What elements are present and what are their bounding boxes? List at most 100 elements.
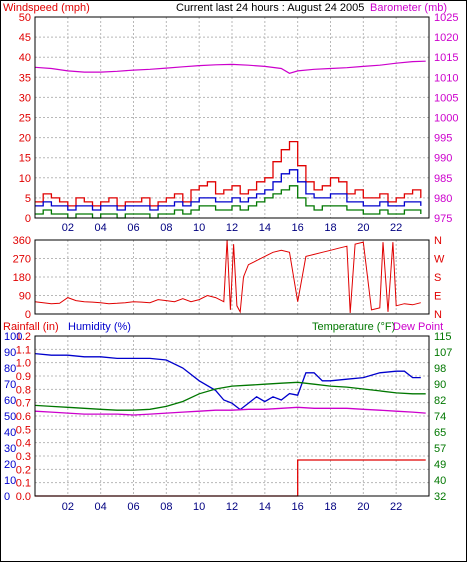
temperature-axis-label: Temperature (°F) [312,321,395,333]
barometer-tick-label: 1010 [434,72,458,84]
humidity-tick-label: 10 [4,475,16,487]
direction-panel-grid [35,240,429,314]
rainfall-series-line [35,459,426,497]
temperature-tick-label: 107 [434,347,452,359]
humidity-series-line [34,352,421,411]
chart-header-title: Current last 24 hours : August 24 2005 [176,2,364,14]
temperature-tick-label: 49 [434,459,446,471]
climate-x-tick-label: 22 [390,501,402,513]
wind-tick-label: 50 [19,12,31,24]
climate-panel-grid [35,336,429,496]
humidity-tick-label: 70 [4,379,16,391]
wind-panel-series [34,60,426,219]
rainfall-tick-label: 1.2 [16,331,31,343]
rainfall-tick-label: 0.9 [16,371,31,383]
temperature-tick-label: 115 [434,331,452,343]
barometer-axis-label: Barometer (mb) [370,2,447,14]
climate-panel-frame [34,335,430,497]
wind-panel-frame [34,16,430,219]
direction-tick-label: 360 [13,235,31,247]
climate-x-tick-label: 06 [127,501,139,513]
humidity-tick-label: 30 [4,443,16,455]
wind-tick-label: 25 [19,113,31,125]
climate-panel-series [34,352,426,497]
wind-tick-label: 10 [19,173,31,185]
rainfall-tick-label: 1.0 [16,358,31,370]
temperature-tick-label: 90 [434,379,446,391]
humidity-tick-label: 60 [4,395,16,407]
rainfall-left-ticks: 1.21.1 1.00.90.8 0.70.60.5 0.40.30.2 0.10.0 [16,331,31,503]
barometer-tick-label: 985 [434,173,452,185]
wind-x-tick-label: 18 [324,222,336,234]
barometer-tick-label: 980 [434,193,452,205]
humidity-tick-label: 20 [4,459,16,471]
wind-series-line-0 [35,140,422,207]
wind-x-tick-label: 22 [390,222,402,234]
wind-tick-label: 40 [19,52,31,64]
barometer-tick-label: 975 [434,213,452,225]
rainfall-axis-label: Rainfall (in) [3,321,59,333]
wind-panel-grid [35,17,429,218]
direction-tick-label: 270 [13,254,31,266]
direction-panel-series [34,239,421,314]
compass-tick-label: E [434,291,441,303]
temperature-tick-label: 98 [434,363,446,375]
wind-x-tick-label: 02 [62,222,74,234]
dewpoint-series-line [34,406,426,416]
barometer-tick-label: 1005 [434,92,458,104]
climate-panel: 1.21.11.00.90.80.70.60.50.40.30.20.10.0 … [4,331,452,513]
wind-x-tick-label: 20 [357,222,369,234]
wind-x-tick-label: 10 [193,222,205,234]
wind-x-ticks: 02 04 06 08 10 12 14 16 18 20 22 [62,222,403,234]
wind-series-line-1 [35,169,422,211]
temperature-tick-label: 32 [434,491,446,503]
wind-tick-label: 5 [25,193,31,205]
climate-x-tick-label: 12 [226,501,238,513]
direction-tick-label: 0 [25,309,31,321]
climate-x-ticks: 02 04 06 08 10 12 14 16 18 20 22 [62,501,403,513]
compass-tick-label: N [434,309,442,321]
direction-tick-label: 180 [13,272,31,284]
humidity-tick-label: 90 [4,347,16,359]
barometer-tick-label: 1015 [434,52,458,64]
climate-x-tick-label: 08 [160,501,172,513]
direction-tick-label: 90 [19,291,31,303]
direction-panel-frame [34,239,430,315]
wind-tick-label: 15 [19,153,31,165]
barometer-tick-label: 990 [434,153,452,165]
climate-x-tick-label: 10 [193,501,205,513]
wind-x-tick-label: 14 [259,222,271,234]
wind-tick-label: 30 [19,92,31,104]
wind-series-line-2 [35,185,422,219]
compass-tick-label: W [434,254,445,266]
compass-tick-label: N [434,235,442,247]
humidity-tick-label: 50 [4,411,16,423]
direction-series-line [34,239,421,314]
rainfall-tick-label: 0.3 [16,451,31,463]
barometer-tick-label: 995 [434,133,452,145]
rainfall-tick-label: 0.5 [16,424,31,436]
humidity-tick-label: 0 [4,491,10,503]
climate-x-tick-label: 14 [259,501,271,513]
wind-tick-label: 0 [25,213,31,225]
rainfall-tick-label: 1.1 [16,344,31,356]
climate-x-tick-label: 18 [324,501,336,513]
barometer-series-line [34,60,426,74]
wind-tick-label: 20 [19,133,31,145]
humidity-tick-label: 80 [4,363,16,375]
rainfall-tick-label: 0.2 [16,464,31,476]
wind-x-tick-label: 06 [127,222,139,234]
barometer-tick-label: 1025 [434,12,458,24]
humidity-tick-label: 100 [4,331,22,343]
temperature-tick-label: 82 [434,395,446,407]
climate-x-tick-label: 04 [95,501,107,513]
temperature-tick-label: 40 [434,475,446,487]
barometer-tick-label: 1000 [434,113,458,125]
wind-x-tick-label: 08 [160,222,172,234]
rainfall-tick-label: 0.4 [16,438,31,450]
